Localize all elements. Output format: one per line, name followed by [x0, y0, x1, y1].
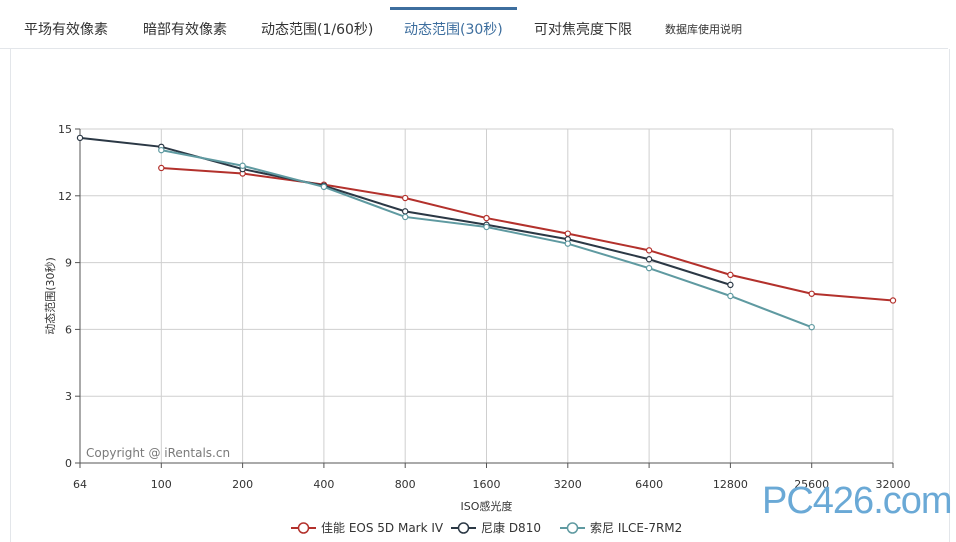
series-point-2 [564, 240, 572, 247]
series-point-2 [239, 162, 246, 169]
series-point-0 [564, 230, 572, 237]
legend-label-1: 尼康 D810 [481, 520, 541, 535]
series-point-1 [727, 281, 734, 289]
x-tick-label: 800 [395, 478, 416, 491]
chart-panel: 0 3 6 9 12 15 64 100 200 400 800 1600 3200 6400 12800 2… [10, 49, 950, 542]
series-point-2 [727, 292, 734, 300]
y-tick-label: 6 [65, 323, 72, 336]
site-watermark: PC426.com [762, 480, 953, 522]
x-tick-label: 25600 [794, 478, 829, 491]
legend-marker-2 [566, 522, 579, 534]
series-point-0 [158, 164, 165, 172]
series-line-0 [161, 166, 894, 302]
y-tick-label: 12 [58, 190, 72, 203]
series-point-0 [889, 297, 897, 304]
x-tick-label: 100 [151, 478, 172, 491]
series-point-2 [645, 264, 653, 272]
tab-database-help[interactable]: 数据库使用说明 [665, 23, 742, 36]
x-tick-label: 200 [232, 478, 253, 491]
series-point-2 [483, 223, 490, 231]
tab-dynamic-range-30s[interactable]: 动态范围(30秒) [390, 0, 517, 48]
y-tick-label: 0 [65, 457, 72, 470]
legend-label-2: 索尼 ILCE-7RM2 [590, 521, 682, 535]
x-axis-title: ISO感光度 [461, 499, 513, 513]
y-axis-title: 动态范围(30秒) [43, 257, 57, 335]
y-tick-label: 9 [65, 257, 72, 270]
legend-marker-1 [457, 522, 470, 534]
series-point-2 [402, 213, 409, 221]
tab-dynamic-range-1-60s[interactable]: 动态范围(1/60秒) [261, 22, 374, 38]
dynamic-range-chart: 0 3 6 9 12 15 64 100 200 400 800 1600 3200 6400 12800 2… [43, 123, 911, 535]
x-tick-label: 12800 [713, 478, 748, 491]
series-point-0 [808, 290, 815, 297]
tab-dark-pixels[interactable]: 暗部有效像素 [143, 22, 227, 38]
series-point-1 [76, 134, 84, 142]
tab-bar: 平场有效像素 暗部有效像素 动态范围(1/60秒) 动态范围(30秒) 可对焦亮… [0, 0, 948, 49]
series-point-2 [320, 183, 328, 191]
chart-copyright: Copyright @ iRentals.cn [86, 446, 230, 460]
legend-label-0: 佳能 EOS 5D Mark IV [321, 521, 444, 535]
series-point-1 [402, 208, 409, 215]
x-tick-label: 1600 [473, 478, 501, 491]
tab-focus-brightness-limit[interactable]: 可对焦亮度下限 [534, 22, 632, 38]
y-tick-label: 15 [58, 123, 72, 136]
series-point-2 [158, 146, 165, 154]
legend-marker-0 [297, 522, 310, 534]
series-point-0 [402, 194, 409, 202]
x-tick-label: 6400 [635, 478, 663, 491]
series-point-0 [483, 214, 490, 222]
series-point-2 [808, 323, 815, 331]
series-point-0 [727, 271, 734, 279]
series-point-0 [645, 247, 653, 254]
x-tick-label: 64 [73, 478, 87, 491]
x-tick-label: 400 [313, 478, 334, 491]
series-point-1 [645, 256, 653, 263]
x-tick-label: 32000 [876, 478, 911, 491]
tab-flat-field-pixels[interactable]: 平场有效像素 [24, 22, 108, 38]
x-tick-label: 3200 [554, 478, 582, 491]
y-tick-label: 3 [65, 390, 72, 403]
